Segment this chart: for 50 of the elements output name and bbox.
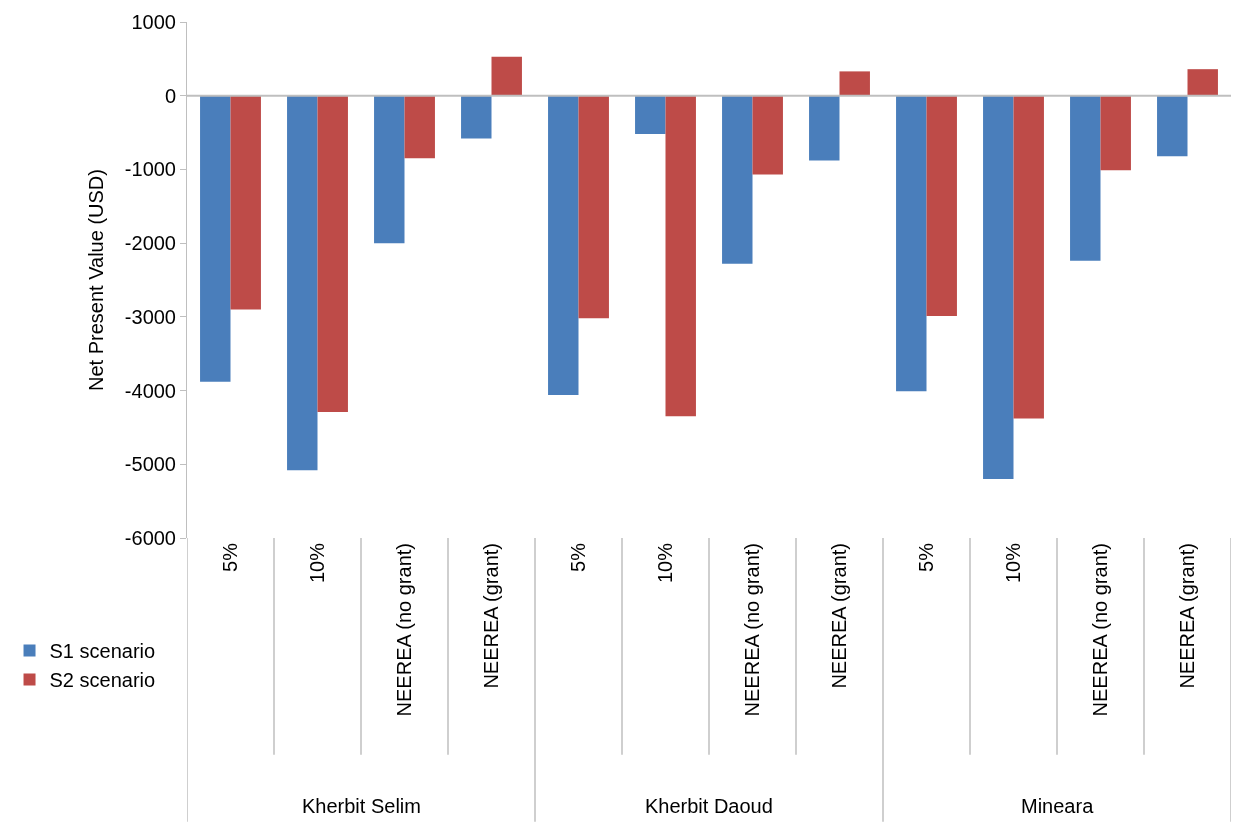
bar — [1187, 69, 1218, 96]
y-tick-label: -3000 — [124, 305, 176, 328]
bar — [665, 95, 696, 417]
x-tick-label: NEEREA (no grant) — [1089, 543, 1111, 717]
bar — [200, 95, 231, 382]
bar — [1070, 95, 1101, 261]
bar — [1157, 95, 1188, 157]
bar — [896, 95, 927, 392]
bar — [374, 95, 405, 244]
bar — [404, 95, 435, 159]
bar — [635, 95, 666, 135]
bar — [809, 95, 840, 161]
bar — [230, 95, 261, 310]
bar — [461, 95, 492, 139]
x-tick-label: 10% — [1002, 542, 1024, 584]
x-tick-label: 10% — [654, 542, 676, 584]
text: Kherbit Selim — [302, 795, 421, 817]
y-tick-label: -2000 — [124, 232, 176, 255]
bar — [983, 95, 1014, 480]
x-tick-label: NEEREA (grant) — [1176, 543, 1198, 689]
bar — [491, 56, 522, 96]
text: Mineara — [1021, 795, 1095, 817]
bar — [926, 95, 957, 317]
legend-label: S1 scenario — [49, 640, 156, 663]
text: Kherbit Daoud — [645, 795, 773, 817]
x-tick-label: 5% — [567, 542, 589, 572]
bar — [287, 95, 318, 471]
x-tick-label: NEEREA (no grant) — [393, 543, 415, 717]
bar — [548, 95, 579, 395]
bar — [317, 95, 348, 412]
y-tick-label: 0 — [164, 84, 176, 107]
x-tick-label: NEEREA (grant) — [480, 543, 502, 689]
legend-label: S2 scenario — [49, 669, 156, 692]
bar — [722, 95, 753, 264]
x-tick-label: 10% — [306, 542, 328, 584]
y-tick-label: -5000 — [124, 453, 176, 476]
x-tick-label: 5% — [219, 542, 241, 572]
x-tick-label: 5% — [915, 542, 937, 572]
bar — [839, 71, 870, 96]
bar — [578, 95, 609, 319]
y-tick-label: -6000 — [124, 527, 176, 549]
bar — [1100, 95, 1131, 171]
x-tick-label: NEEREA (grant) — [828, 543, 850, 689]
y-tick-label: -1000 — [124, 158, 176, 181]
y-tick-label: 1000 — [131, 11, 176, 33]
bar — [752, 95, 783, 175]
y-axis-title: Net Present Value (USD) — [85, 169, 108, 391]
y-tick-label: -4000 — [124, 379, 176, 402]
x-tick-label: NEEREA (no grant) — [741, 543, 763, 717]
bar — [1013, 95, 1044, 419]
